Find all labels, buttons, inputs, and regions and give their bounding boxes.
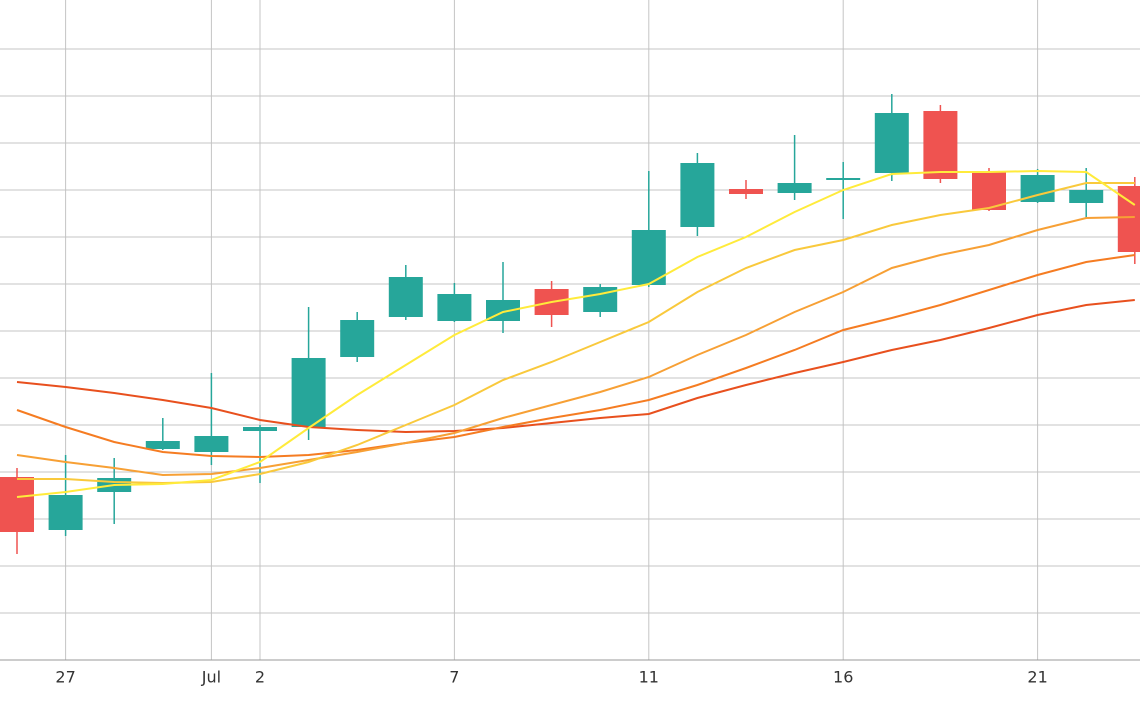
ma-line bbox=[16, 216, 1135, 477]
candles bbox=[0, 94, 1140, 554]
candle-body bbox=[874, 113, 909, 173]
ma-line bbox=[17, 182, 1135, 485]
candle-body bbox=[291, 358, 326, 427]
ma-line bbox=[16, 299, 1135, 434]
candle-body bbox=[437, 294, 472, 321]
candle-body bbox=[777, 183, 812, 193]
candle-body bbox=[631, 230, 666, 285]
candle-body bbox=[340, 320, 375, 357]
x-tick-label: 27 bbox=[55, 668, 75, 687]
candle-body bbox=[923, 111, 958, 179]
moving-averages bbox=[16, 169, 1136, 498]
candle-body bbox=[1117, 186, 1140, 252]
candle-body bbox=[388, 277, 423, 317]
candle-body bbox=[972, 172, 1006, 210]
candle-body bbox=[729, 189, 763, 194]
ma-line bbox=[16, 254, 1135, 459]
candle-body bbox=[1069, 190, 1104, 203]
x-tick-label: 7 bbox=[449, 668, 459, 687]
x-tick-label: 11 bbox=[639, 668, 659, 687]
candle-body bbox=[194, 436, 229, 452]
ma-line bbox=[16, 169, 1136, 498]
x-tick-label: 21 bbox=[1027, 668, 1047, 687]
candle-body bbox=[243, 427, 277, 431]
x-tick-label: Jul bbox=[201, 668, 221, 687]
candle-body bbox=[0, 477, 34, 532]
x-tick-label: 2 bbox=[255, 668, 265, 687]
candle-body bbox=[826, 178, 861, 180]
candle-body bbox=[48, 495, 83, 530]
candle-body bbox=[145, 441, 180, 449]
x-tick-label: 16 bbox=[833, 668, 853, 687]
candle-body bbox=[680, 163, 715, 227]
